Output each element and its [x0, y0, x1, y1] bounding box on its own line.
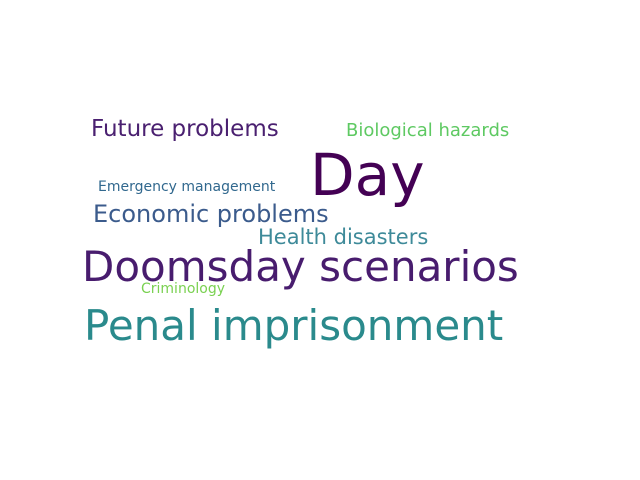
word-health-disasters: Health disasters: [258, 225, 429, 249]
word-emergency-management: Emergency management: [98, 179, 276, 195]
word-criminology: Criminology: [141, 281, 226, 297]
word-biological-hazards: Biological hazards: [346, 120, 510, 141]
word-future-problems: Future problems: [91, 116, 279, 142]
word-penal-imprisonment: Penal imprisonment: [84, 301, 504, 350]
word-day: Day: [310, 141, 425, 209]
word-doomsday-scenarios: Doomsday scenarios: [82, 242, 519, 291]
word-economic-problems: Economic problems: [93, 200, 329, 228]
